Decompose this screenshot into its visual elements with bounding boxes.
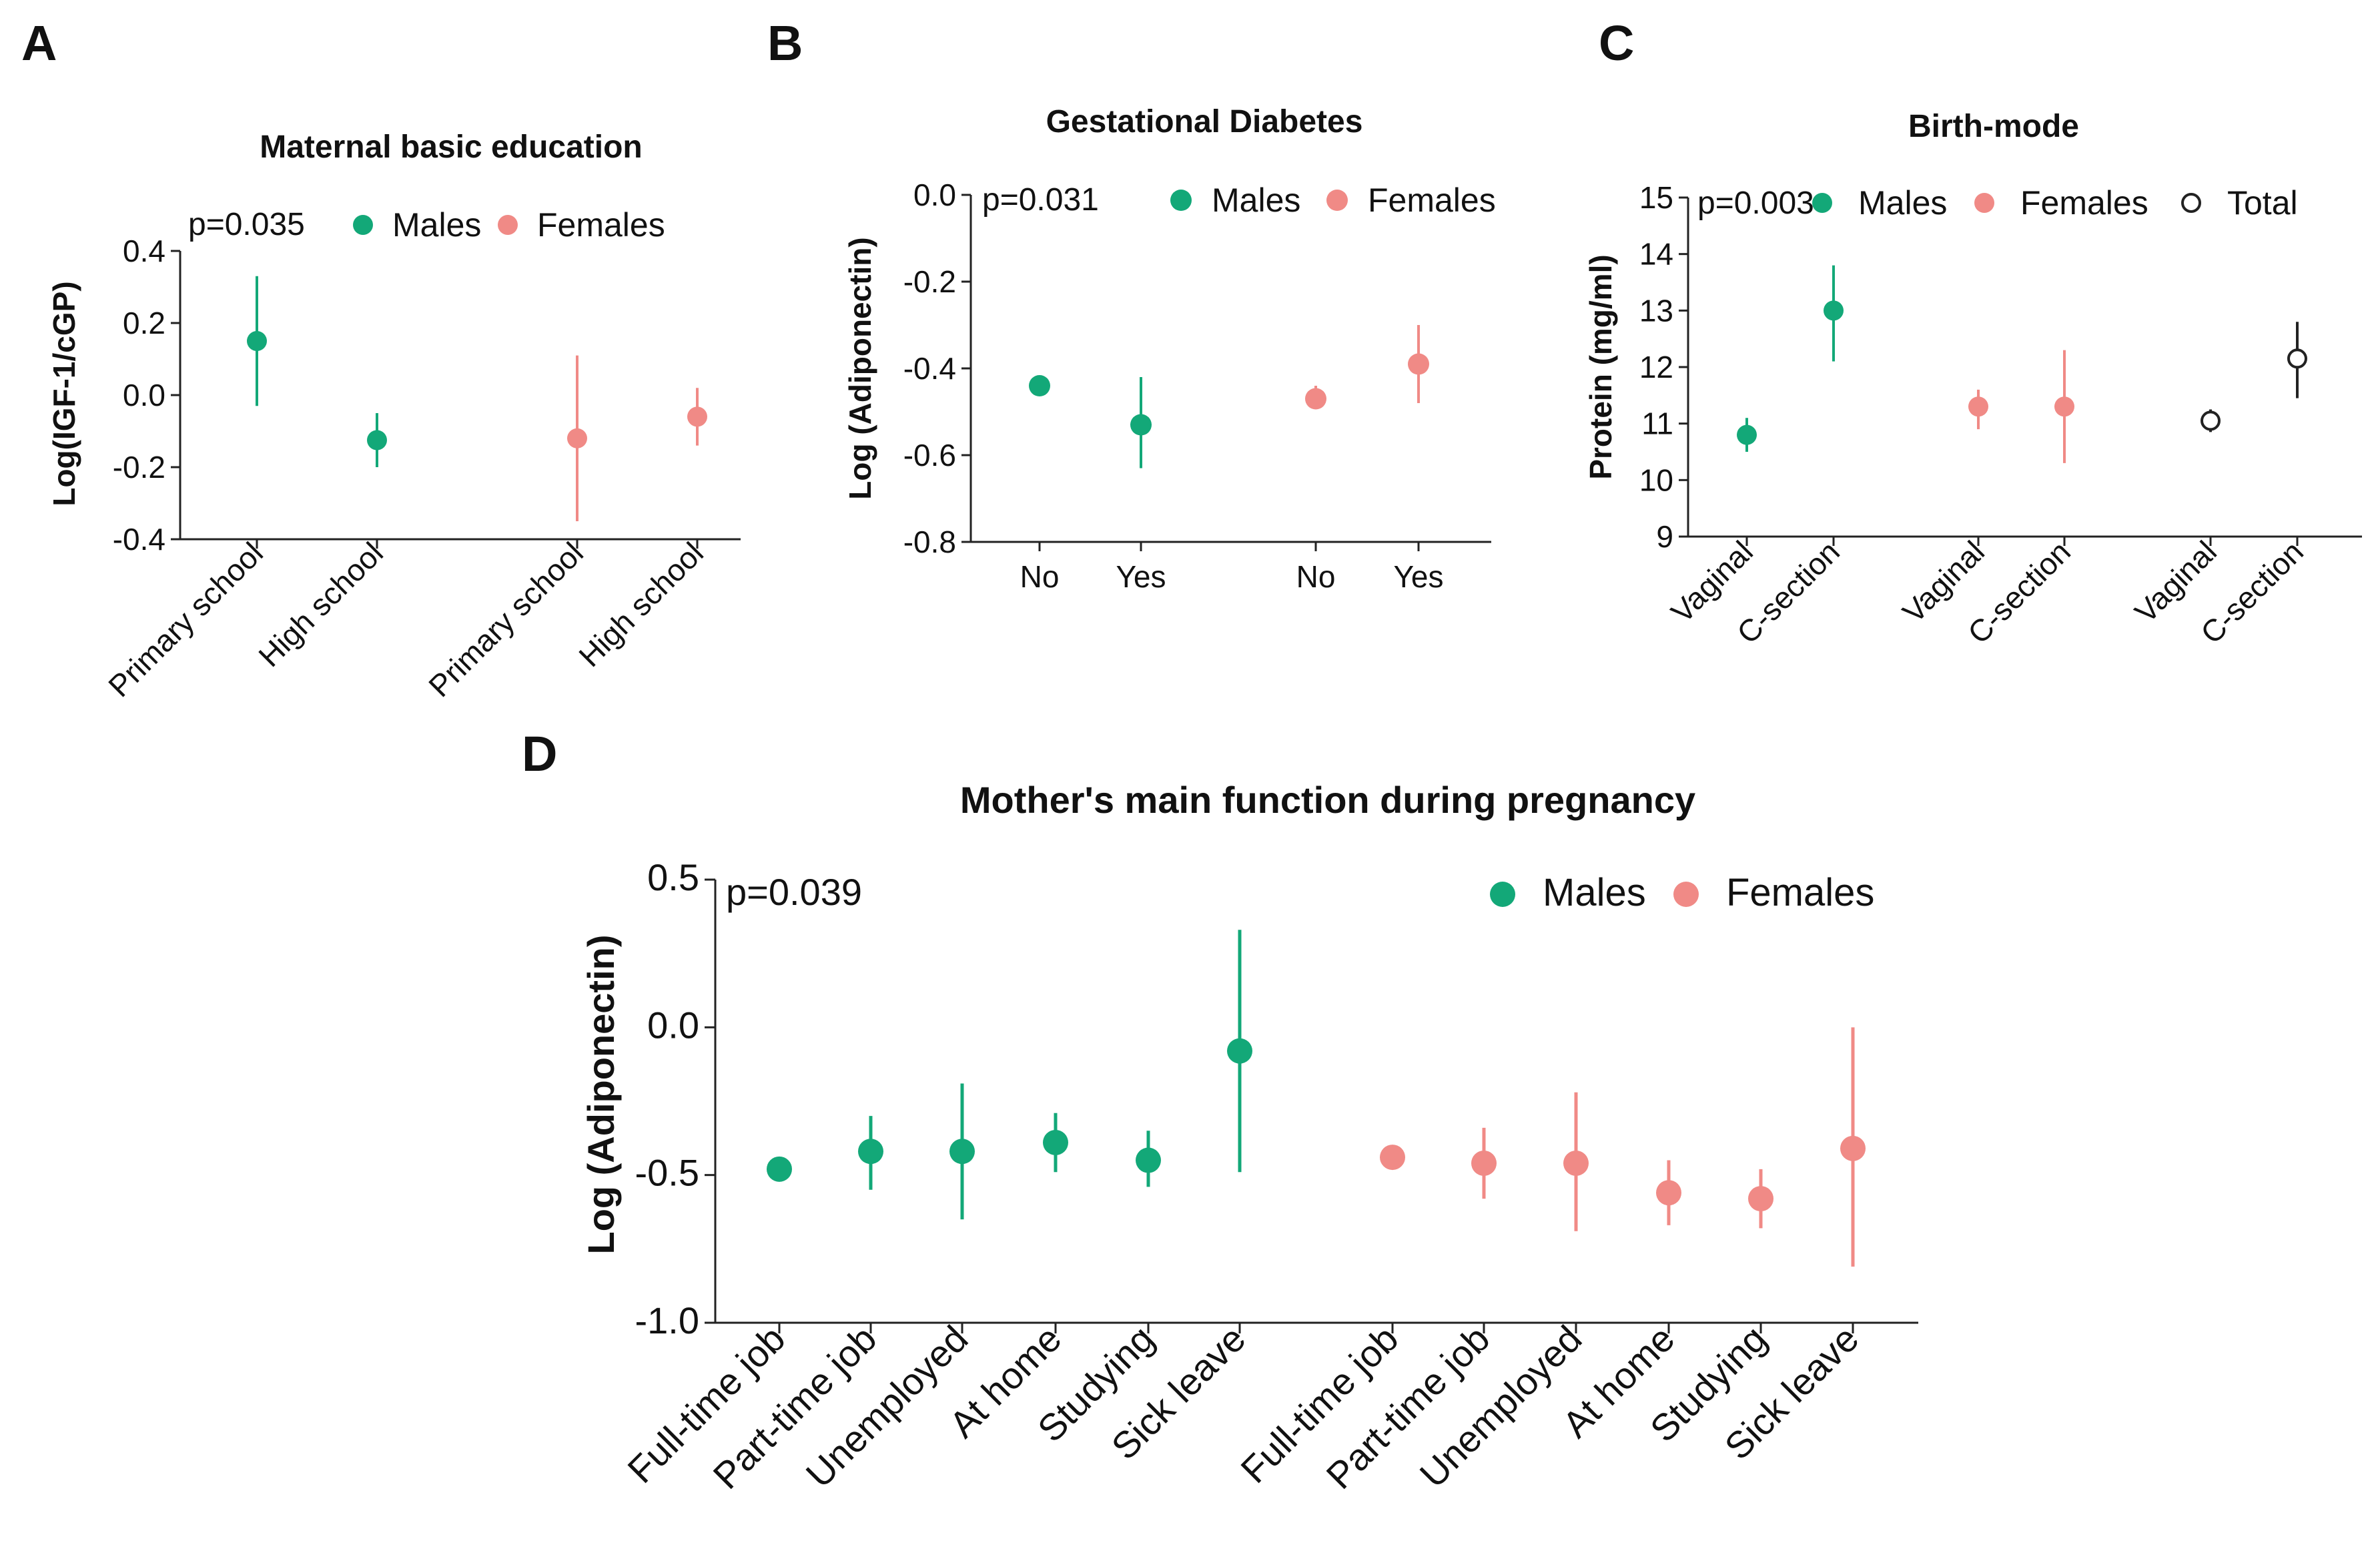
panel-a-y-tick-label: 0.2 [123,306,165,340]
panel-a-y-axis-label: Log(IGF-1/cGP) [47,281,81,506]
panel-d-legend-label-males: Males [1543,871,1646,914]
panel-b-x-tick-label-no: No [1296,559,1336,594]
panel-a: A Maternal basic education 0.4 0.2 0.0 -0.2 -0… [21,15,741,703]
panel-c-legend-marker-females [1974,193,1994,213]
panel-c-legend-marker-males [1812,193,1832,213]
panel-d-legend-marker-females [1673,882,1699,907]
panel-a-x-tick-label-high-school: High school [252,535,390,673]
panel-b-point-females-yes [1408,353,1429,375]
panel-a-y-tick-label: -0.4 [113,522,165,557]
panel-b-y-tick-label: -0.8 [903,525,956,559]
panel-c-point-total-c-section [2287,348,2307,369]
panel-c-point-males-c-section [1824,300,1844,321]
panel-d-y-tick-label: -1.0 [635,1299,700,1341]
panel-c-point-females-c-section [2054,396,2074,417]
panel-c-y-tick-label: 15 [1639,180,1673,215]
panel-b-point-males-no [1029,375,1050,396]
panel-d-point-females-studying [1748,1186,1773,1212]
panel-c-y-tick-label: 10 [1639,462,1673,497]
panel-b-p-value: p=0.031 [982,182,1099,218]
panel-c-y-tick-label: 14 [1639,237,1673,272]
panel-a-y-tick-label: 0.0 [123,378,165,412]
panel-d-y-tick-label: -0.5 [635,1152,700,1194]
panel-c-letter: C [1599,15,1634,71]
panel-d-point-males-unemployed [949,1139,975,1165]
panel-a-letter: A [21,15,57,71]
panel-d: D Mother's main function during pregnancy… [522,726,1918,1497]
panel-b-legend-label-females: Females [1368,182,1496,219]
panel-c-y-tick-label: 12 [1639,350,1673,384]
panel-d-y-tick-label: 0.0 [647,1004,699,1046]
panel-d-legend-label-females: Females [1726,871,1874,914]
panel-a-point-males-high-school [367,430,387,450]
panel-d-point-males-full-time-job [767,1156,792,1182]
panel-c-point-females-vaginal [1968,396,1988,417]
panel-d-point-males-sick-leave [1227,1038,1252,1064]
panel-d-letter: D [522,726,557,782]
panel-b-x-tick-label-yes: Yes [1116,559,1166,594]
panel-a-x-tick-label-high-school: High school [572,535,710,673]
panel-b-point-males-yes [1130,414,1152,436]
panel-b-legend-label-males: Males [1212,182,1300,219]
panel-d-y-tick-label: 0.5 [647,856,699,898]
panel-a-legend-label-males: Males [392,206,481,244]
panel-b-letter: B [767,15,803,71]
panel-b-x-tick-label-no: No [1020,559,1060,594]
panel-b-point-females-no [1305,388,1326,410]
panel-d-point-females-part-time-job [1471,1150,1497,1176]
panel-a-legend-label-females: Females [537,206,665,244]
panel-c-point-males-vaginal [1737,424,1757,445]
panel-d-p-value: p=0.039 [726,871,862,913]
panel-b-legend-marker-males [1170,190,1192,211]
panel-b: B Gestational Diabetes 0.0 -0.2 -0.4 -0.6 -0.8… [767,15,1496,594]
panel-a-x-tick-label-primary-school: Primary school [101,535,270,703]
panel-a-y-tick-label: -0.2 [113,450,165,485]
panel-a-legend-marker-males [353,215,373,235]
panel-d-point-males-part-time-job [858,1139,883,1165]
panel-b-legend-marker-females [1326,190,1348,211]
panel-b-y-axis-label: Log (Adiponectin) [843,237,877,499]
panel-c-legend-label-females: Females [2020,184,2148,222]
panel-c-legend-marker-total [2181,193,2201,213]
panel-c-legend-label-males: Males [1858,184,1947,222]
panel-b-title: Gestational Diabetes [1046,104,1363,139]
panel-c-y-tick-label: 13 [1639,293,1673,328]
panel-a-point-males-primary-school [247,331,267,351]
panel-c-y-tick-label: 9 [1656,519,1673,554]
panel-c-y-tick-label: 11 [1641,406,1673,441]
panel-a-y-tick-label: 0.4 [123,234,165,268]
panel-a-point-females-primary-school [567,428,587,448]
panel-d-point-females-sick-leave [1840,1135,1866,1161]
panel-b-y-tick-label: 0.0 [913,178,956,212]
panel-a-legend-marker-females [498,215,518,235]
panel-b-x-tick-label-yes: Yes [1393,559,1443,594]
panel-d-point-males-at-home [1043,1129,1068,1155]
panel-a-title: Maternal basic education [260,129,643,165]
panel-d-point-males-studying [1136,1147,1161,1173]
panel-b-y-tick-label: -0.2 [903,264,956,299]
panel-b-y-tick-label: -0.4 [903,351,956,386]
panel-c-title: Birth-mode [1908,109,2079,144]
panel-c-p-value: p=0.003 [1697,186,1814,221]
panel-d-point-females-at-home [1656,1180,1681,1206]
panel-c-y-axis-label: Protein (mg/ml) [1583,254,1618,479]
panel-d-title: Mother's main function during pregnancy [960,779,1695,821]
panel-d-point-females-full-time-job [1380,1145,1405,1171]
panel-d-point-females-unemployed [1563,1150,1589,1176]
panel-a-p-value: p=0.035 [188,207,305,242]
panel-c-legend-label-total: Total [2227,184,2298,222]
panel-a-x-tick-label-primary-school: Primary school [422,535,590,703]
panel-b-y-tick-label: -0.6 [903,438,956,473]
panel-c-point-total-vaginal [2201,410,2221,431]
panel-d-legend-marker-males [1490,882,1515,907]
panel-a-point-females-high-school [687,406,707,427]
panel-d-y-axis-label: Log (Adiponectin) [580,934,622,1254]
